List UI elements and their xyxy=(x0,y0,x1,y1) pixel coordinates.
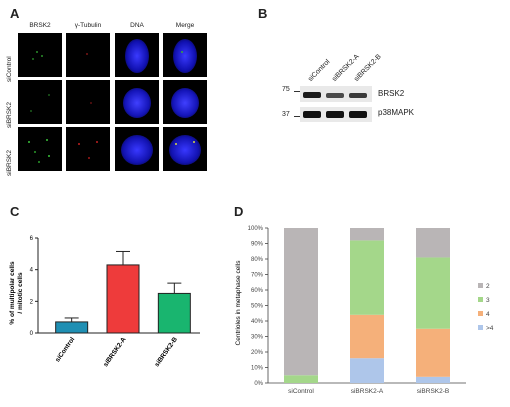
col-header-merge: Merge xyxy=(175,22,195,29)
chart-d-ytick-label: 80% xyxy=(251,257,264,263)
chart-c-bar-siBRSK2-A xyxy=(106,264,140,334)
chart-d-legend-label: 3 xyxy=(486,297,490,304)
chart-d-legend-swatch xyxy=(478,325,483,330)
chart-d-ytick-label: 10% xyxy=(251,366,264,372)
chart-d-ytick-label: 40% xyxy=(251,319,264,325)
chart-d-xtick-label: siBRSK2-A xyxy=(351,388,384,395)
chart-d-xtick-label: siBRSK2-B xyxy=(417,388,450,395)
tile-sibrsk2-2-brsk2 xyxy=(18,127,62,171)
chart-d-centrioles: Centrioles in metaphase cells 0% 10% 20% 30… xyxy=(235,226,494,395)
panel-d-letter: D xyxy=(234,204,244,219)
chart-d-ytick-label: 30% xyxy=(251,335,264,341)
chart-c-multipolar: % of multipolar cells / mitotic cells 0 2… xyxy=(9,236,200,368)
tile-sicontrol-gamma-tubulin xyxy=(66,33,110,77)
band-brsk2-sicontrol xyxy=(303,92,321,98)
chart-d-ytick-label: 0% xyxy=(254,381,263,387)
panel-a-letter: A xyxy=(10,6,20,21)
tile-sibrsk2-2-dna xyxy=(115,127,159,171)
chart-d-legend-swatch xyxy=(478,297,483,302)
chart-d-legend-label: >4 xyxy=(486,325,494,332)
band-label-p38mapk: p38MAPK xyxy=(378,108,415,117)
tile-sibrsk2-2-merge xyxy=(163,127,207,171)
chart-c-ytick-label: 2 xyxy=(30,299,34,305)
tile-sibrsk2-1-brsk2 xyxy=(18,80,62,124)
col-header-dna: DNA xyxy=(130,22,144,29)
chart-c-ytick-label: 0 xyxy=(30,331,34,337)
chart-d-ytick-label: 90% xyxy=(251,242,264,248)
chart-d-seg-siBRSK2-B-2 xyxy=(416,228,450,258)
band-brsk2-sibrsk2-a xyxy=(326,93,344,98)
band-p38-sibrsk2-a xyxy=(326,111,344,118)
chart-d-ytick-label: 50% xyxy=(251,304,264,310)
band-brsk2-sibrsk2-b xyxy=(349,93,367,98)
chart-c-ytick-label: 4 xyxy=(30,268,34,274)
marker-37: 37 xyxy=(282,111,290,118)
tile-sibrsk2-2-gamma-tubulin xyxy=(66,127,110,171)
band-p38-sibrsk2-b xyxy=(349,111,367,118)
tile-sicontrol-dna xyxy=(115,33,159,77)
band-label-brsk2: BRSK2 xyxy=(378,89,405,98)
chart-d-seg-siBRSK2-A->4 xyxy=(350,358,384,383)
band-p38-sicontrol xyxy=(303,111,321,118)
tile-sicontrol-merge xyxy=(163,33,207,77)
chart-c-xtick-label: siBRSK2-A xyxy=(102,336,128,368)
chart-d-seg-siBRSK2-A-4 xyxy=(350,314,384,359)
chart-d-xtick-label: siControl xyxy=(288,388,314,395)
chart-d-ytick-label: 70% xyxy=(251,273,264,279)
chart-d-legend-swatch xyxy=(478,311,483,316)
chart-c-xtick-label: siControl xyxy=(54,336,76,364)
chart-c-ylabel-line1: % of multipolar cells xyxy=(9,261,16,325)
chart-d-ytick-label: 100% xyxy=(248,226,264,232)
panel-b-letter: B xyxy=(258,6,268,21)
row-label-sibrsk2-2: siBRSK2 xyxy=(6,149,13,176)
chart-c-bar-siControl xyxy=(55,321,89,334)
tile-sibrsk2-1-merge xyxy=(163,80,207,124)
panel-c-letter: C xyxy=(10,204,20,219)
chart-d-legend-label: 4 xyxy=(486,311,490,318)
chart-d-ytick-label: 60% xyxy=(251,288,264,294)
chart-d-ytick-label: 20% xyxy=(251,350,264,356)
tile-sibrsk2-1-dna xyxy=(115,80,159,124)
chart-d-legend-swatch xyxy=(478,283,483,288)
chart-d-seg-siBRSK2-A-3 xyxy=(350,240,384,315)
western-blot xyxy=(300,86,372,122)
chart-d-seg-siBRSK2-A-2 xyxy=(350,228,384,241)
chart-d-seg-siBRSK2-B-4 xyxy=(416,328,450,377)
row-label-sicontrol: siControl xyxy=(6,56,13,82)
marker-75: 75 xyxy=(282,86,290,93)
row-label-sibrsk2-1: siBRSK2 xyxy=(6,101,13,128)
chart-d-legend-label: 2 xyxy=(486,283,490,290)
chart-d-seg-siControl-2 xyxy=(284,228,318,376)
col-header-gamma-tubulin: γ-Tubulin xyxy=(74,22,102,29)
tile-sicontrol-brsk2 xyxy=(18,33,62,77)
col-header-brsk2: BRSK2 xyxy=(29,22,51,29)
chart-c-ylabel-line2: / mitotic cells xyxy=(17,272,24,314)
chart-d-seg-siControl-3 xyxy=(284,375,318,383)
marker-tick-75 xyxy=(294,91,300,92)
chart-d-ylabel: Centrioles in metaphase cells xyxy=(235,260,242,346)
chart-c-ytick-label: 6 xyxy=(30,236,34,242)
marker-tick-37 xyxy=(294,116,300,117)
chart-c-xtick-label: siBRSK2-B xyxy=(154,336,180,368)
chart-d-seg-siBRSK2-B->4 xyxy=(416,376,450,383)
tile-sibrsk2-1-gamma-tubulin xyxy=(66,80,110,124)
chart-d-seg-siBRSK2-B-3 xyxy=(416,257,450,329)
chart-c-bar-siBRSK2-B xyxy=(157,292,191,334)
lane-label-sicontrol: siControl xyxy=(307,58,332,83)
